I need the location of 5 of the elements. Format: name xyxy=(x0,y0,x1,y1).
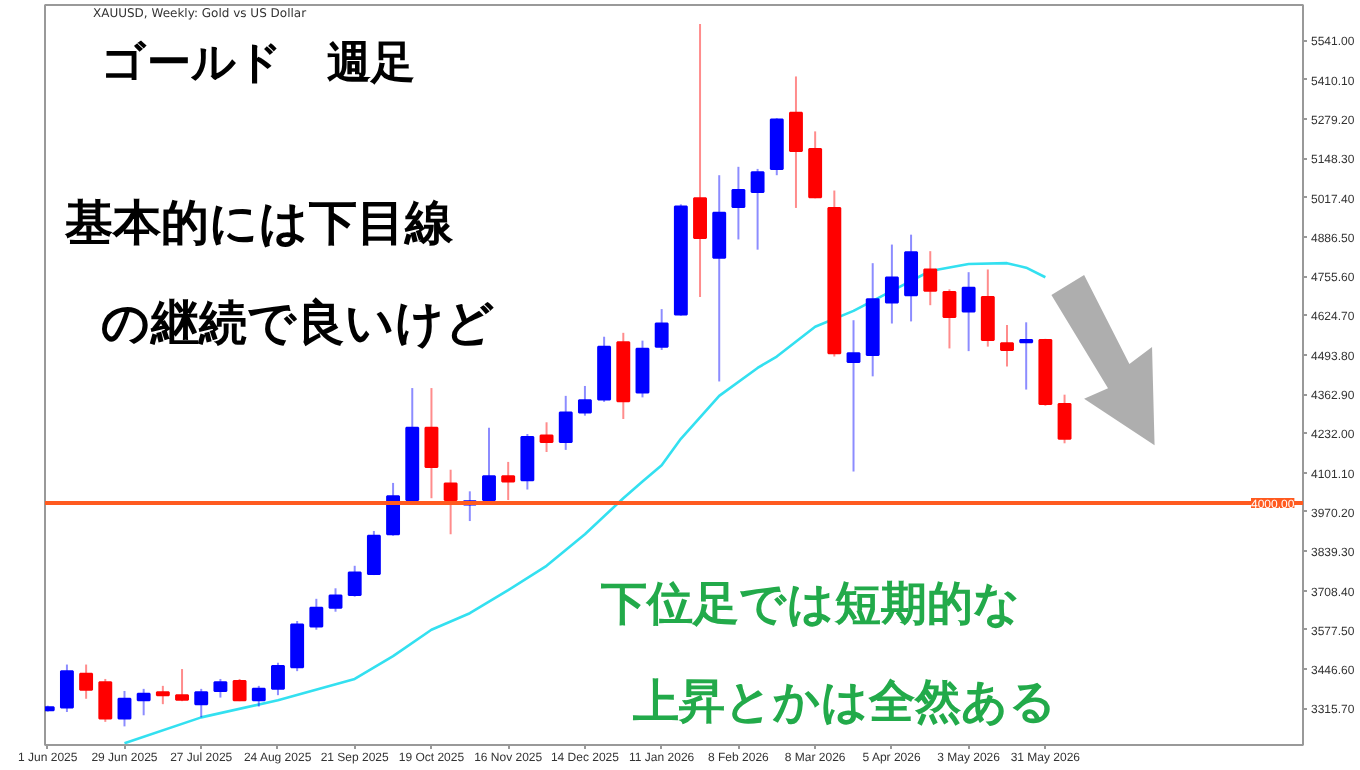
annotation: 上昇とかは全然ある xyxy=(631,677,1057,729)
annotation: 基本的には下目線 xyxy=(63,195,455,251)
annotation: 下位足では短期的な xyxy=(599,579,1021,631)
annotation: の継続で良いけど xyxy=(101,295,495,351)
text: ゴールド 週足 xyxy=(101,39,415,89)
